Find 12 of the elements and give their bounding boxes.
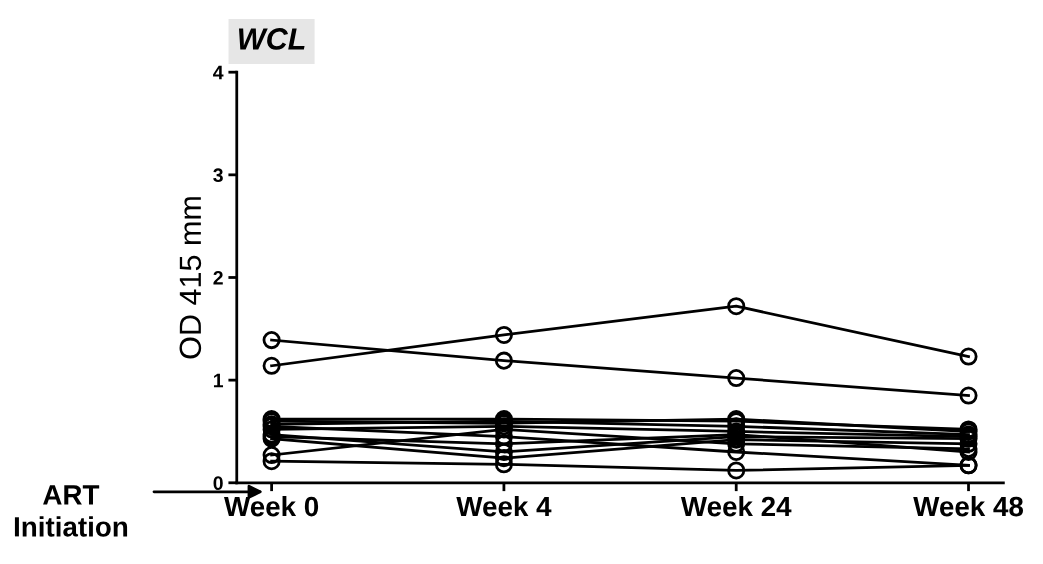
x-tick-label: Week 0 [224,495,319,517]
chart-title: WCL [239,28,305,50]
x-tick-label: Week 48 [913,495,1024,517]
x-tick-label: Week 24 [680,495,792,517]
x-tick-label: Week 4 [456,495,552,517]
y-tick-label: 1 [213,373,224,388]
y-tick-label: 0 [213,476,223,491]
text: ART Initiation [14,485,128,537]
y-tick-label: 3 [213,168,223,183]
y-axis-title: OD 415 mm [179,197,202,359]
y-tick-label: 2 [213,270,223,285]
y-tick-label: 4 [213,65,224,80]
